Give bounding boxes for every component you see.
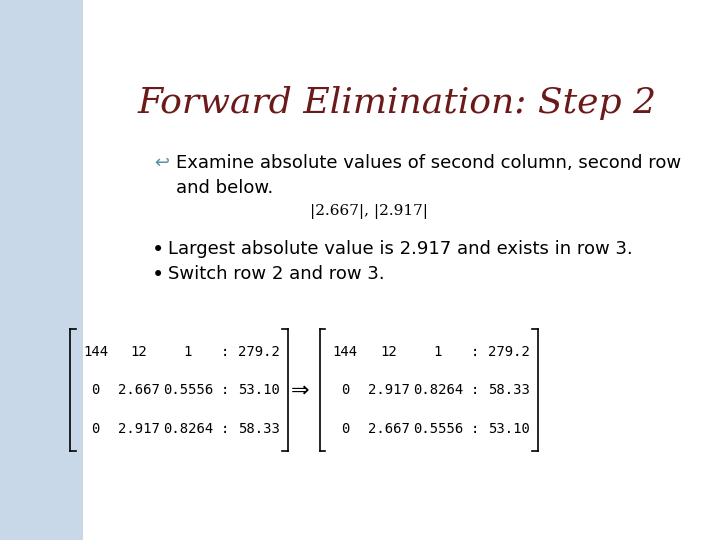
Text: ⇒: ⇒: [291, 380, 310, 401]
Text: 0.8264: 0.8264: [413, 383, 463, 397]
Text: •: •: [152, 265, 164, 285]
Text: :: :: [220, 422, 229, 436]
Text: 0: 0: [341, 383, 349, 397]
Text: 0: 0: [91, 383, 99, 397]
Text: 2.917: 2.917: [367, 383, 410, 397]
Text: 0: 0: [341, 422, 349, 436]
Text: 2.667: 2.667: [367, 422, 410, 436]
Text: Examine absolute values of second column, second row: Examine absolute values of second column…: [176, 154, 682, 172]
Text: 53.10: 53.10: [238, 383, 280, 397]
Text: 1: 1: [184, 345, 192, 359]
Text: Largest absolute value is 2.917 and exists in row 3.: Largest absolute value is 2.917 and exis…: [168, 240, 633, 258]
Text: Switch row 2 and row 3.: Switch row 2 and row 3.: [168, 265, 384, 283]
Text: 279.2: 279.2: [238, 345, 280, 359]
Text: 58.33: 58.33: [487, 383, 530, 397]
Text: ↩: ↩: [154, 154, 169, 172]
Text: 0.5556: 0.5556: [163, 383, 213, 397]
Text: 0.8264: 0.8264: [163, 422, 213, 436]
Text: 2.667: 2.667: [117, 383, 160, 397]
Text: 0.5556: 0.5556: [413, 422, 463, 436]
Text: 53.10: 53.10: [487, 422, 530, 436]
Text: •: •: [152, 240, 164, 260]
Text: :: :: [470, 345, 479, 359]
Text: 144: 144: [333, 345, 358, 359]
Text: :: :: [220, 383, 229, 397]
Text: and below.: and below.: [176, 179, 274, 197]
Text: |2.667|, |2.917|: |2.667|, |2.917|: [310, 204, 428, 219]
Text: 144: 144: [83, 345, 108, 359]
Text: :: :: [470, 422, 479, 436]
Text: 1: 1: [433, 345, 442, 359]
Text: 0: 0: [91, 422, 99, 436]
Text: 58.33: 58.33: [238, 422, 280, 436]
Text: 12: 12: [130, 345, 147, 359]
Text: 12: 12: [380, 345, 397, 359]
Text: 2.917: 2.917: [117, 422, 160, 436]
Text: 279.2: 279.2: [487, 345, 530, 359]
Text: :: :: [220, 345, 229, 359]
Text: :: :: [470, 383, 479, 397]
Text: Forward Elimination: Step 2: Forward Elimination: Step 2: [138, 85, 657, 119]
